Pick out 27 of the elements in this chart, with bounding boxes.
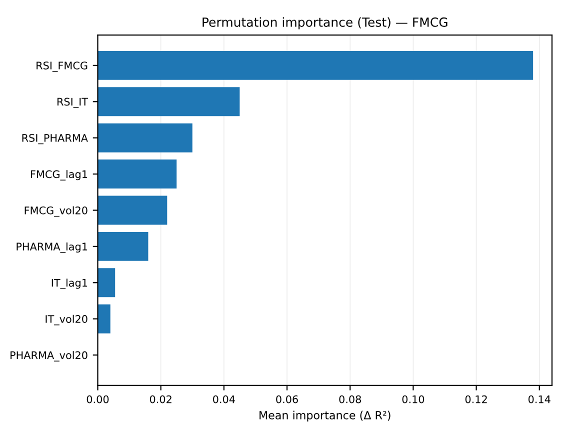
y-tick-label: RSI_IT [57, 98, 88, 108]
x-tick-label: 0.08 [339, 395, 361, 404]
bar [98, 304, 110, 334]
bar [98, 87, 240, 116]
x-tick-label: 0.02 [150, 395, 172, 404]
y-tick-label: RSI_PHARMA [22, 134, 88, 144]
y-tick-label: PHARMA_vol20 [10, 351, 88, 362]
x-tick-label: 0.00 [86, 395, 109, 404]
x-axis-title: Mean importance (Δ R²) [260, 410, 390, 422]
chart-title: Permutation importance (Test) — FMCG [202, 17, 448, 30]
bar [98, 268, 116, 298]
x-tick-label: 0.10 [402, 395, 424, 404]
x-tick-label: 0.14 [528, 395, 550, 404]
bar [98, 160, 177, 189]
x-tick-label: 0.06 [276, 395, 298, 404]
y-tick-label: IT_lag1 [52, 278, 88, 290]
y-tick-label: IT_vol20 [46, 314, 88, 326]
y-tick-label: FMCG_vol20 [24, 206, 88, 217]
bar [98, 196, 168, 225]
bar [98, 50, 534, 80]
y-tick-label: RSI_FMCG [36, 62, 88, 72]
x-tick-label: 0.04 [213, 395, 235, 404]
bar [98, 123, 192, 152]
y-tick-label: FMCG_lag1 [31, 170, 88, 180]
x-tick-label: 0.12 [465, 395, 487, 404]
bar [98, 232, 148, 261]
y-tick-label: PHARMA_lag1 [16, 242, 88, 253]
